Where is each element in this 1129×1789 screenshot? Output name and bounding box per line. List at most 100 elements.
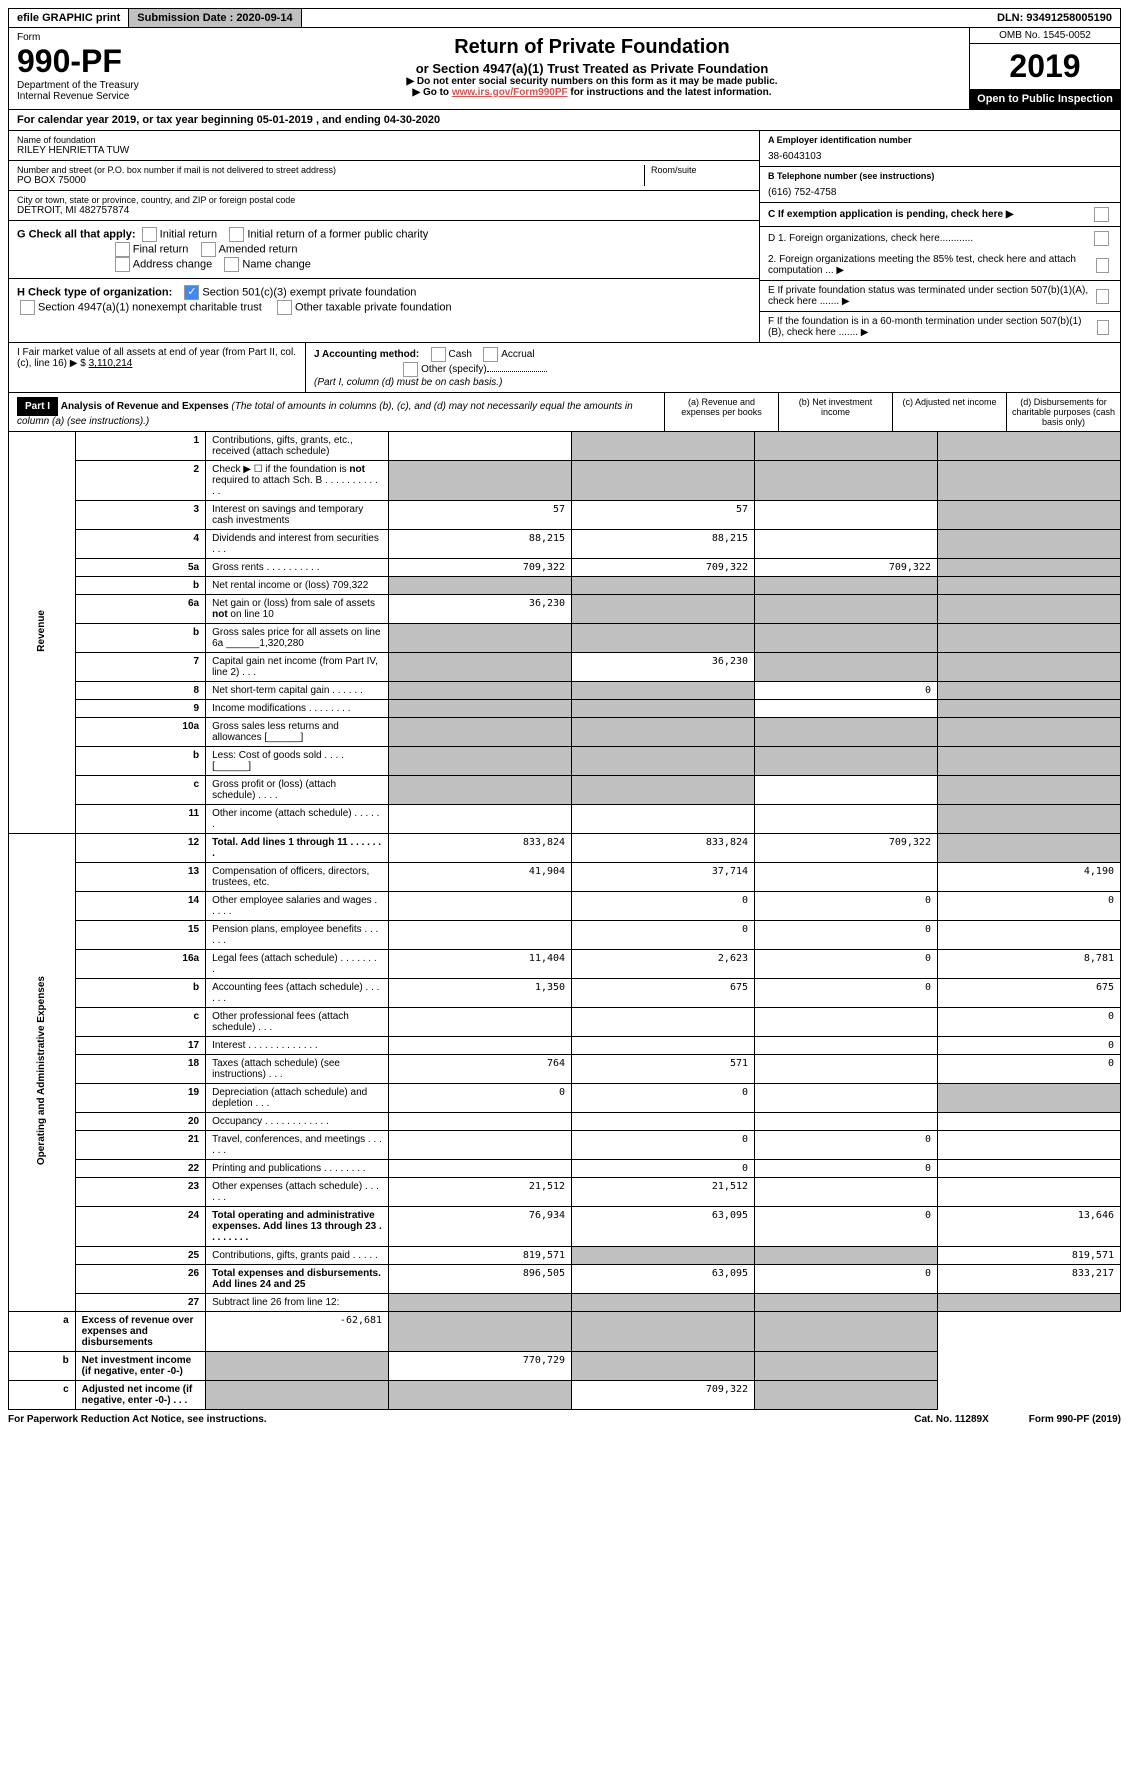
table-row: 2Check ▶ ☐ if the foundation is not requ… [9,461,1121,501]
cb-4947[interactable] [20,300,35,315]
amount-cell [389,1037,572,1055]
amount-cell [937,461,1120,501]
line-description: Income modifications . . . . . . . . [206,700,389,718]
amount-cell: 21,512 [389,1178,572,1207]
table-row: 24Total operating and administrative exp… [9,1207,1121,1247]
omb-number: OMB No. 1545-0052 [970,28,1120,44]
d2-label: 2. Foreign organizations meeting the 85%… [768,254,1096,276]
amount-cell: 709,322 [755,834,938,863]
e-label: E If private foundation status was termi… [768,285,1096,307]
amount-cell [755,595,938,624]
amount-cell [389,624,572,653]
amount-cell [572,1113,755,1131]
line-number: 15 [75,921,205,950]
cb-f[interactable] [1097,320,1109,335]
vertical-revenue: Revenue [9,432,76,834]
line-description: Adjusted net income (if negative, enter … [75,1381,205,1410]
instructions-link[interactable]: www.irs.gov/Form990PF [452,87,568,98]
line-number: 18 [75,1055,205,1084]
note1: ▶ Do not enter social security numbers o… [221,76,963,87]
cb-final-return[interactable] [115,242,130,257]
amount-cell: 4,190 [937,863,1120,892]
table-row: 10aGross sales less returns and allowanc… [9,718,1121,747]
line-description: Other professional fees (attach schedule… [206,1008,389,1037]
amount-cell: 0 [572,1084,755,1113]
efile-label: efile GRAPHIC print [9,9,129,27]
line-number: 25 [75,1247,205,1265]
table-row: 21Travel, conferences, and meetings . . … [9,1131,1121,1160]
cb-cash[interactable] [431,347,446,362]
amount-cell [755,1113,938,1131]
line-description: Accounting fees (attach schedule) . . . … [206,979,389,1008]
amount-cell [389,921,572,950]
line-description: Compensation of officers, directors, tru… [206,863,389,892]
amount-cell [937,577,1120,595]
amount-cell [755,501,938,530]
col-b-header: (b) Net investment income [778,393,892,431]
line-description: Taxes (attach schedule) (see instruction… [206,1055,389,1084]
amount-cell [937,805,1120,834]
cb-c[interactable] [1094,207,1109,222]
cb-address-change[interactable] [115,257,130,272]
amount-cell [755,1352,938,1381]
amount-cell [755,863,938,892]
amount-cell [937,501,1120,530]
cb-initial-former[interactable] [229,227,244,242]
table-row: bAccounting fees (attach schedule) . . .… [9,979,1121,1008]
amount-cell [755,1178,938,1207]
line-number: 14 [75,892,205,921]
amount-cell [755,1247,938,1265]
amount-cell [755,805,938,834]
line-number: b [75,624,205,653]
cb-accrual[interactable] [483,347,498,362]
cb-e[interactable] [1096,289,1109,304]
table-row: 19Depreciation (attach schedule) and dep… [9,1084,1121,1113]
amount-cell: 833,217 [937,1265,1120,1294]
line-number: 26 [75,1265,205,1294]
cb-d2[interactable] [1096,258,1109,273]
amount-cell: 709,322 [389,559,572,577]
g-label: G Check all that apply: [17,228,136,240]
amount-cell [937,1160,1120,1178]
table-row: 5aGross rents . . . . . . . . . .709,322… [9,559,1121,577]
amount-cell [572,1352,755,1381]
amount-cell: 41,904 [389,863,572,892]
amount-cell: 0 [755,1131,938,1160]
amount-cell [389,718,572,747]
table-row: 7Capital gain net income (from Part IV, … [9,653,1121,682]
cb-name-change[interactable] [224,257,239,272]
table-row: aExcess of revenue over expenses and dis… [9,1312,1121,1352]
line-description: Legal fees (attach schedule) . . . . . .… [206,950,389,979]
amount-cell [572,776,755,805]
top-bar: efile GRAPHIC print Submission Date : 20… [8,8,1121,28]
amount-cell: 21,512 [572,1178,755,1207]
line-description: Net rental income or (loss) 709,322 [206,577,389,595]
amount-cell: 0 [937,1055,1120,1084]
line-number: 17 [75,1037,205,1055]
ein: 38-6043103 [768,151,1112,162]
line-number: c [9,1381,76,1410]
table-row: 26Total expenses and disbursements. Add … [9,1265,1121,1294]
f-label: F If the foundation is in a 60-month ter… [768,316,1097,338]
cb-amended[interactable] [201,242,216,257]
amount-cell: 0 [755,979,938,1008]
line-number: 11 [75,805,205,834]
cb-other-taxable[interactable] [277,300,292,315]
line-number: 13 [75,863,205,892]
table-row: 4Dividends and interest from securities … [9,530,1121,559]
page-footer: For Paperwork Reduction Act Notice, see … [8,1410,1121,1429]
amount-cell [389,1160,572,1178]
cb-d1[interactable] [1094,231,1109,246]
table-row: 18Taxes (attach schedule) (see instructi… [9,1055,1121,1084]
cb-other-method[interactable] [403,362,418,377]
amount-cell: 709,322 [755,559,938,577]
cb-initial-return[interactable] [142,227,157,242]
line-number: 8 [75,682,205,700]
cb-501c3[interactable] [184,285,199,300]
amount-cell [206,1352,389,1381]
amount-cell: 675 [937,979,1120,1008]
amount-cell: 896,505 [389,1265,572,1294]
amount-cell [572,624,755,653]
line-description: Net investment income (if negative, ente… [75,1352,205,1381]
part1-title: Analysis of Revenue and Expenses [61,401,229,412]
